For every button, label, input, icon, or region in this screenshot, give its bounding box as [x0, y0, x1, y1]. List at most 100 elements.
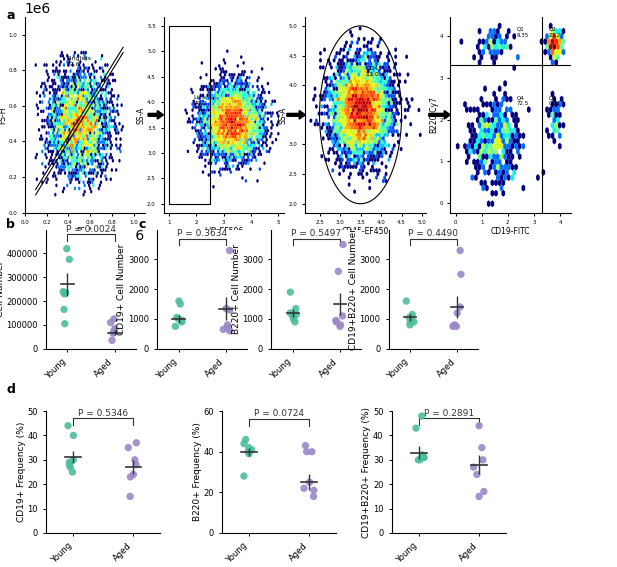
- Point: [64, 255, 74, 264]
- Point: [448, 322, 458, 331]
- X-axis label: CD45-EF450: CD45-EF450: [342, 227, 389, 236]
- Point: [123, 443, 133, 452]
- Point: [244, 449, 254, 458]
- Point: [409, 318, 419, 327]
- Point: [289, 314, 299, 323]
- Y-axis label: FS-H: FS-H: [0, 106, 7, 124]
- Point: [58, 287, 68, 296]
- Point: [125, 492, 135, 501]
- Point: [336, 320, 346, 329]
- Point: [407, 310, 417, 319]
- Point: [286, 287, 296, 297]
- Point: [456, 270, 466, 279]
- Point: [474, 492, 484, 501]
- Point: [288, 311, 297, 320]
- Point: [68, 431, 78, 440]
- Point: [64, 458, 74, 467]
- Point: [109, 314, 119, 323]
- Text: P = 0.0024: P = 0.0024: [66, 225, 116, 234]
- Text: P = 0.5497: P = 0.5497: [291, 229, 341, 238]
- Y-axis label: Cell Number: Cell Number: [0, 261, 5, 318]
- Point: [474, 421, 484, 430]
- Point: [338, 240, 348, 249]
- Point: [221, 304, 231, 313]
- X-axis label: FS-A: FS-A: [77, 227, 93, 236]
- Point: [65, 463, 75, 472]
- Text: Live
40.2: Live 40.2: [194, 95, 207, 106]
- Point: [291, 304, 300, 313]
- Point: [308, 492, 318, 501]
- Point: [455, 303, 465, 312]
- Point: [225, 327, 234, 336]
- Point: [450, 320, 460, 329]
- Point: [131, 460, 141, 469]
- Point: [173, 314, 183, 323]
- Point: [109, 327, 119, 336]
- Point: [110, 324, 120, 333]
- Point: [247, 445, 257, 454]
- Point: [244, 443, 254, 452]
- Point: [309, 486, 319, 495]
- Point: [285, 308, 295, 318]
- Text: P = 0.0724: P = 0.0724: [254, 409, 304, 418]
- Point: [417, 412, 427, 421]
- Y-axis label: B220+ Cell Number: B220+ Cell Number: [231, 244, 241, 334]
- Point: [239, 439, 249, 448]
- Point: [478, 455, 488, 464]
- Point: [472, 470, 482, 479]
- Point: [106, 318, 115, 327]
- Y-axis label: SS-A: SS-A: [137, 106, 146, 124]
- Point: [63, 421, 73, 430]
- Point: [172, 313, 181, 322]
- Point: [130, 455, 140, 464]
- Point: [307, 447, 317, 456]
- Text: b: b: [6, 218, 15, 231]
- Point: [452, 322, 462, 331]
- Point: [337, 311, 347, 320]
- Point: [407, 316, 416, 325]
- Point: [455, 246, 465, 255]
- Y-axis label: B220-Cy7: B220-Cy7: [429, 96, 438, 133]
- Point: [59, 305, 69, 314]
- Point: [241, 435, 251, 444]
- Point: [243, 447, 253, 456]
- Point: [131, 438, 141, 447]
- Text: Q2
23.2: Q2 23.2: [549, 27, 561, 37]
- Point: [469, 463, 479, 472]
- Point: [331, 316, 341, 325]
- Y-axis label: CD19+ Cell Number: CD19+ Cell Number: [117, 243, 126, 335]
- Point: [125, 472, 135, 481]
- Point: [60, 319, 70, 328]
- Point: [107, 336, 117, 345]
- Text: c: c: [139, 218, 146, 231]
- Point: [170, 322, 180, 331]
- Point: [404, 313, 414, 322]
- X-axis label: CD19-FITC: CD19-FITC: [491, 227, 531, 236]
- Point: [65, 460, 75, 469]
- Point: [477, 443, 487, 452]
- Point: [452, 308, 462, 318]
- Text: a: a: [6, 9, 15, 22]
- Point: [402, 297, 412, 306]
- Point: [239, 472, 249, 481]
- Text: Q3
0.91: Q3 0.91: [549, 95, 561, 106]
- Point: [415, 455, 425, 464]
- Point: [302, 447, 312, 456]
- Y-axis label: B220+ Frequency (%): B220+ Frequency (%): [193, 422, 202, 522]
- Point: [405, 318, 415, 327]
- Point: [335, 322, 345, 331]
- Point: [413, 455, 423, 464]
- Point: [177, 318, 187, 327]
- Point: [419, 453, 429, 462]
- Text: P = 0.3634: P = 0.3634: [177, 229, 227, 238]
- Y-axis label: CD19+B220+ Cell Number: CD19+B220+ Cell Number: [349, 228, 358, 350]
- Point: [290, 318, 300, 327]
- Y-axis label: CD19+B220+ Frequency (%): CD19+B220+ Frequency (%): [362, 407, 371, 538]
- Point: [68, 455, 78, 464]
- X-axis label: L/D-EF506: L/D-EF506: [204, 227, 243, 236]
- Point: [419, 453, 429, 462]
- Point: [300, 441, 310, 450]
- Text: P = 0.4490: P = 0.4490: [408, 229, 458, 238]
- Point: [291, 310, 301, 319]
- Point: [108, 329, 118, 338]
